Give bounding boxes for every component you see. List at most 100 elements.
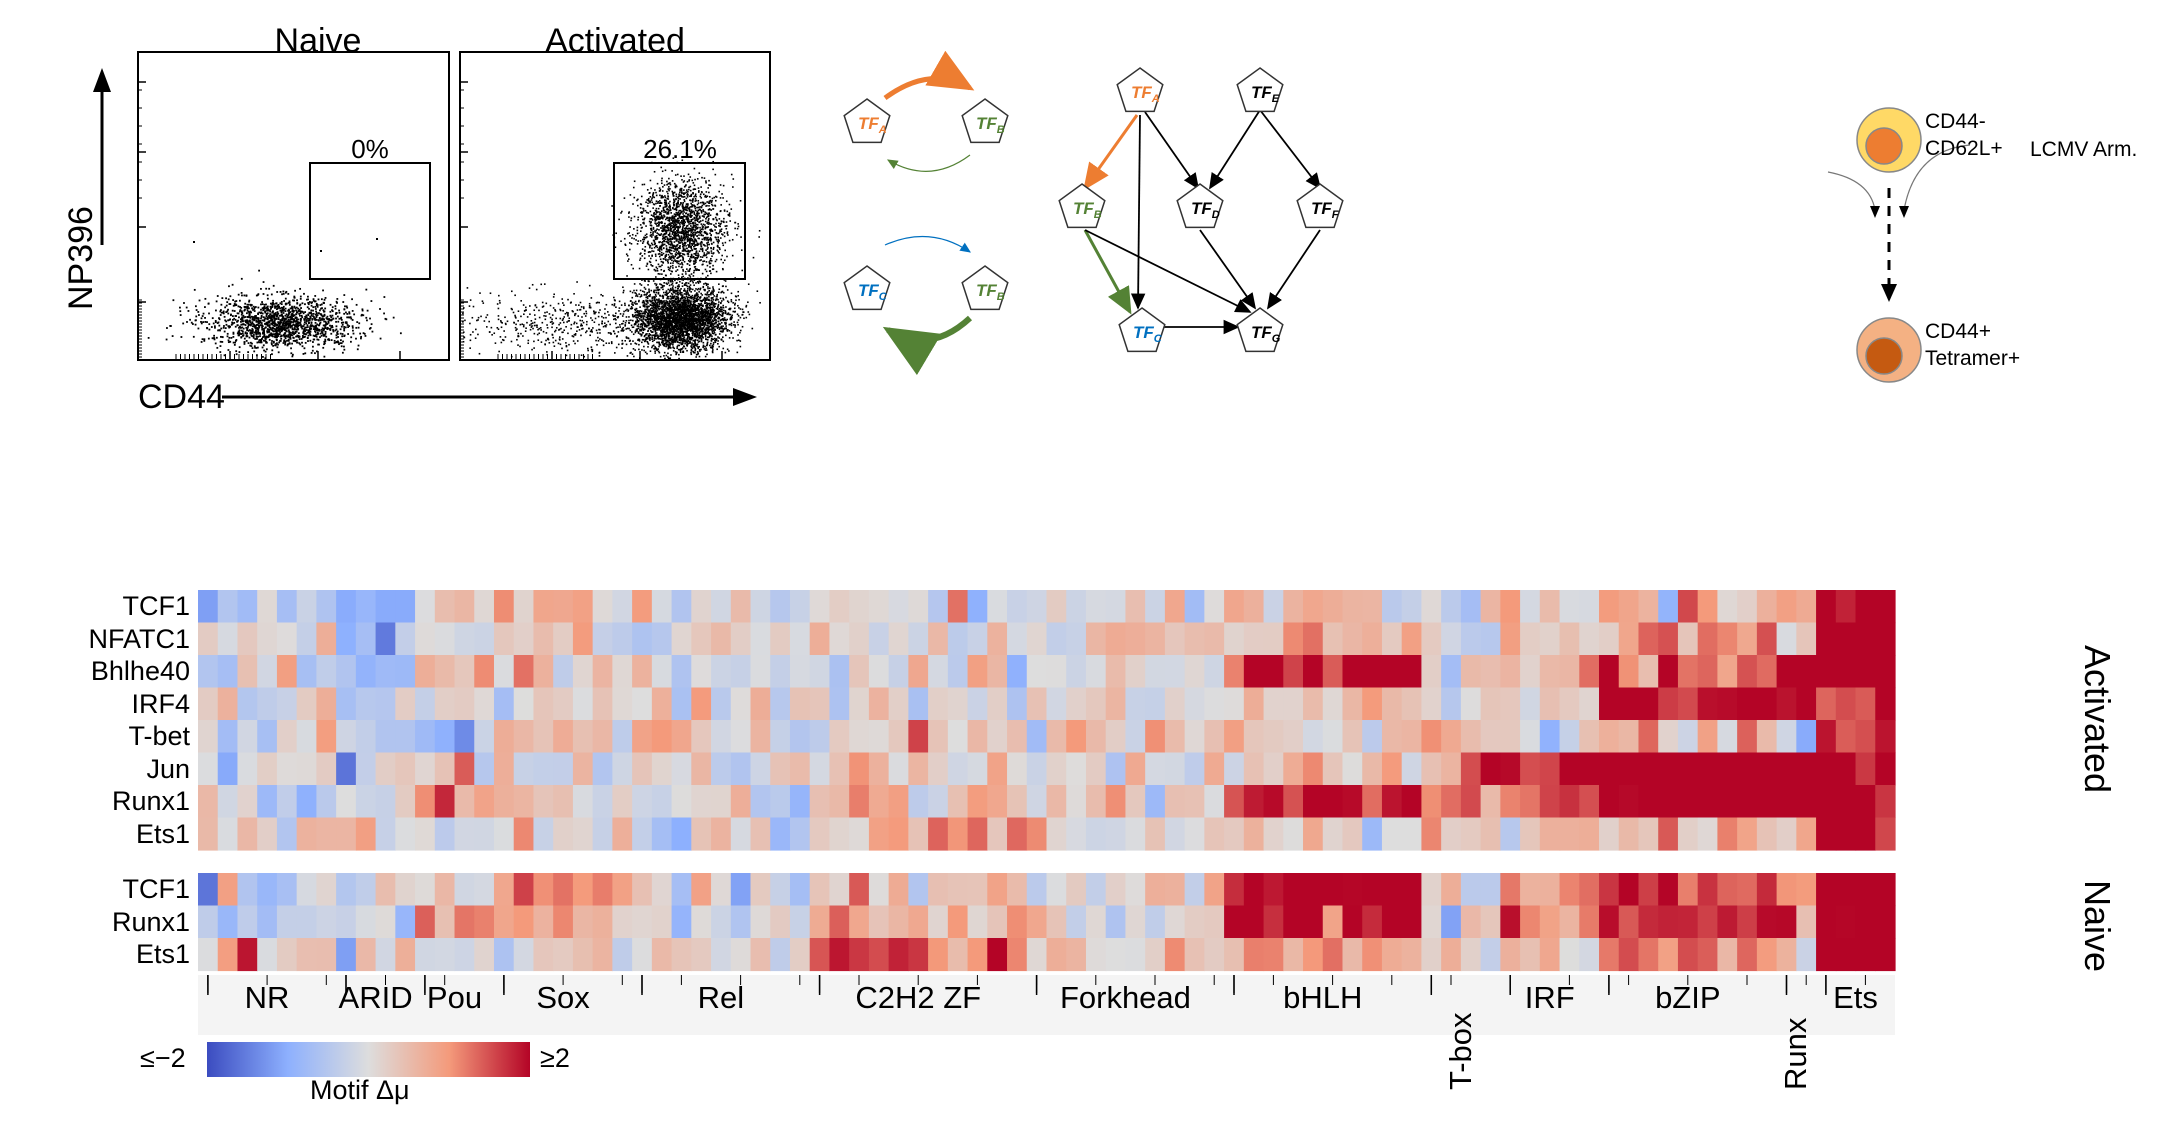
heatmap-cell: [750, 622, 771, 656]
heatmap-cell: [553, 622, 574, 656]
heatmap-cell: [493, 752, 515, 786]
heatmap-cell: [947, 622, 969, 656]
heatmap-cell: [375, 655, 396, 689]
heatmap-cell: [1835, 817, 1857, 851]
heatmap-cell: [987, 938, 1008, 972]
heatmap-cell: [770, 752, 791, 786]
heatmap-cell: [1066, 905, 1087, 939]
heatmap-cell: [730, 873, 752, 907]
heatmap-cell: [533, 655, 554, 689]
family-label: Forkhead: [1059, 980, 1191, 1015]
heatmap-cell: [296, 590, 317, 624]
heatmap-cell: [474, 687, 495, 721]
heatmap-cell: [1638, 720, 1659, 754]
heatmap-cell: [691, 687, 712, 721]
flow-plots: [93, 51, 771, 406]
heatmap-cell: [770, 938, 791, 972]
heatmap-cell: [533, 873, 554, 907]
heatmap-cell: [237, 817, 258, 851]
heatmap-cell: [1835, 590, 1857, 624]
heatmap-cell: [1638, 873, 1659, 907]
heatmap-cell: [355, 622, 377, 656]
heatmap-cell: [513, 817, 535, 851]
heatmap-cell: [1224, 938, 1245, 972]
heatmap-cell: [1441, 720, 1462, 754]
heatmap-cell: [1066, 938, 1087, 972]
heatmap-cell: [1618, 938, 1640, 972]
heatmap-cell: [651, 905, 673, 939]
heatmap-cell: [1224, 905, 1245, 939]
heatmap-cell: [1066, 622, 1087, 656]
heatmap-cell: [789, 873, 811, 907]
heatmap-cell: [987, 905, 1008, 939]
heatmap-cell: [1579, 752, 1600, 786]
heatmap-cell: [572, 590, 594, 624]
heatmap-cell: [1322, 817, 1344, 851]
heatmap-cell: [276, 720, 298, 754]
heatmap-cell: [829, 905, 850, 939]
heatmap-cell: [1066, 720, 1087, 754]
heatmap-cell: [1500, 720, 1521, 754]
heatmap-cell: [474, 785, 495, 819]
heatmap-cell: [1362, 590, 1383, 624]
heatmap-cell: [257, 655, 278, 689]
heatmap-cell: [592, 720, 613, 754]
heatmap-cell: [257, 785, 278, 819]
heatmap-cell: [1145, 817, 1166, 851]
heatmap-cell: [1599, 938, 1620, 972]
heatmap-cell: [513, 938, 535, 972]
heatmap-cell: [888, 905, 909, 939]
heatmap-cell: [711, 720, 732, 754]
heatmap-cell: [1460, 785, 1482, 819]
heatmap-cell: [355, 655, 377, 689]
heatmap-cell: [750, 938, 771, 972]
heatmap-cell: [789, 752, 811, 786]
heatmap-cell: [849, 785, 870, 819]
heatmap-cell: [691, 817, 712, 851]
heatmap-cell: [1046, 687, 1067, 721]
heatmap-cell: [868, 752, 890, 786]
heatmap-cell: [415, 938, 436, 972]
heatmap-cell: [276, 938, 298, 972]
heatmap-cell: [1026, 938, 1048, 972]
heatmap-cell: [1520, 687, 1541, 721]
heatmap-cell: [750, 905, 771, 939]
heatmap-cell: [1618, 752, 1640, 786]
heatmap-cell: [1322, 655, 1344, 689]
heatmap-cell: [454, 817, 475, 851]
heatmap-cell: [908, 622, 929, 656]
heatmap-cell: [1559, 817, 1580, 851]
heatmap-cell: [1085, 590, 1107, 624]
heatmap-cell: [336, 590, 357, 624]
heatmap-cell: [336, 720, 357, 754]
heatmap-cell: [375, 905, 396, 939]
heatmap-cell: [1599, 752, 1620, 786]
heatmap-cell: [533, 720, 554, 754]
heatmap-cell: [217, 938, 239, 972]
heatmap-cell: [1105, 752, 1127, 786]
heatmap-cell: [1717, 785, 1738, 819]
edge-e-f: [1259, 109, 1322, 190]
y-axis-label: NP396: [62, 206, 100, 310]
heatmap-cell: [1125, 720, 1146, 754]
heatmap-cell: [1342, 655, 1363, 689]
heatmap-cell: [1007, 938, 1028, 972]
heatmap-cell: [513, 720, 535, 754]
heatmap-cell: [1381, 817, 1403, 851]
heatmap-cell: [1046, 655, 1067, 689]
heatmap-cell: [395, 785, 416, 819]
heatmap-cell: [1579, 655, 1600, 689]
heatmap-cell: [217, 817, 239, 851]
heatmap-cell: [1125, 687, 1146, 721]
heatmap-cell: [296, 720, 317, 754]
heatmap-cell: [1441, 817, 1462, 851]
heatmap-cell: [1026, 905, 1048, 939]
heatmap-cell: [671, 905, 692, 939]
heatmap-cell: [1145, 752, 1166, 786]
heatmap-cell: [1007, 873, 1028, 907]
tf-c-node-pair-bottom: TFC: [843, 265, 891, 311]
heatmap-cell: [1283, 720, 1304, 754]
heatmap-cell: [1835, 873, 1857, 907]
heatmap-cell: [711, 785, 732, 819]
heatmap-cell: [533, 590, 554, 624]
